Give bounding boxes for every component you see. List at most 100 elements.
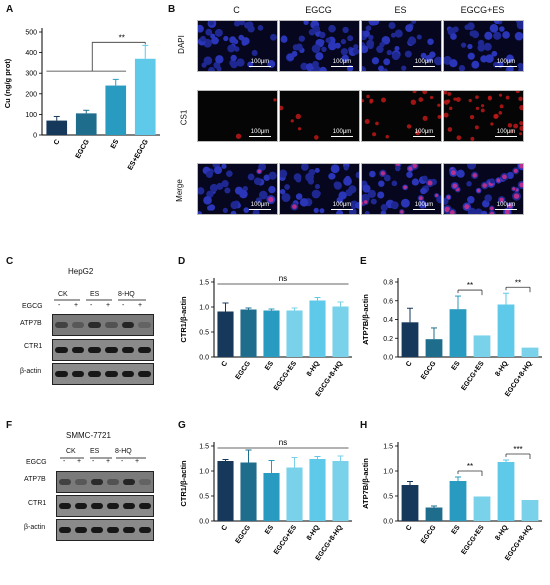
cs1-signal: [362, 99, 365, 103]
nucleus: [401, 65, 407, 71]
nucleus: [333, 181, 341, 188]
nucleus: [253, 177, 262, 186]
nucleus: [458, 65, 466, 71]
cs1-signal: [456, 135, 462, 141]
nucleus: [506, 54, 514, 63]
nucleus: [429, 51, 436, 58]
nucleus: [224, 187, 231, 194]
blot-band: [75, 527, 87, 533]
nucleus: [241, 40, 247, 46]
cs1-signal: [412, 164, 418, 169]
nucleus: [214, 28, 223, 37]
cs1-signal: [487, 95, 492, 100]
scale-bar: 100μm: [249, 59, 271, 67]
nucleus: [314, 167, 320, 173]
blot-strip: [56, 519, 154, 541]
micrograph-dots: [198, 21, 277, 71]
significance-label: **: [119, 33, 125, 42]
nucleus: [371, 57, 380, 65]
significance-label: ns: [279, 274, 287, 283]
cs1-signal: [364, 118, 370, 125]
scale-bar-line: [331, 66, 353, 67]
nucleus: [499, 26, 505, 32]
panel-label-a: A: [6, 4, 14, 15]
nucleus: [420, 187, 427, 195]
nucleus: [353, 44, 359, 50]
sign-4: +: [106, 458, 111, 465]
nucleus: [422, 175, 428, 182]
nucleus: [314, 184, 320, 190]
cs1-signal: [498, 93, 503, 97]
nucleus: [383, 58, 391, 66]
nucleus: [489, 178, 495, 184]
blot-band: [107, 503, 119, 509]
x-tick-label: ES+EGCG: [127, 138, 150, 171]
row-label-bactin: β-actin: [20, 368, 42, 375]
nucleus: [427, 38, 434, 45]
cs1-signal: [499, 104, 504, 109]
cs1-signal: [505, 95, 510, 100]
scale-bar: 100μm: [331, 202, 353, 210]
bar: [521, 500, 539, 521]
group-underlines: [60, 457, 146, 459]
nucleus: [407, 36, 417, 46]
nucleus: [493, 31, 502, 40]
cs1-signal: [366, 94, 370, 99]
cs1-signal: [504, 209, 510, 214]
blot-band: [139, 503, 151, 509]
y-tick-label: 400: [25, 50, 37, 57]
nucleus: [270, 33, 277, 41]
micrograph-dots: [444, 21, 523, 71]
blot-band: [55, 322, 68, 328]
y-tick-label: 1.0: [383, 469, 393, 476]
cs1-signal: [519, 121, 523, 126]
cs1-signal: [403, 185, 407, 190]
nucleus: [364, 210, 370, 214]
cs1-signal: [513, 168, 518, 173]
nucleus: [198, 187, 205, 195]
nucleus: [203, 56, 213, 65]
significance-label: **: [467, 462, 473, 471]
nucleus: [355, 171, 359, 179]
nucleus: [243, 207, 250, 214]
scale-bar-label: 100μm: [414, 59, 434, 65]
scale-bar: 100μm: [331, 59, 353, 67]
nucleus: [284, 184, 290, 190]
cs1-signal: [472, 173, 477, 178]
nucleus: [321, 46, 327, 53]
nucleus: [319, 31, 326, 39]
micrograph-dots: [444, 164, 523, 214]
cs1-signal: [482, 183, 487, 188]
nucleus: [391, 52, 400, 61]
x-tick-label: ES: [264, 524, 275, 536]
blot-band: [55, 371, 68, 377]
col-label-egcg-es: EGCG+ES: [460, 5, 505, 15]
sign-2: +: [77, 458, 82, 465]
sign-6: +: [135, 458, 140, 465]
scale-bar-label: 100μm: [414, 129, 434, 135]
blot-band: [59, 479, 71, 485]
scale-bar-label: 100μm: [496, 129, 516, 135]
nucleus: [303, 21, 309, 25]
cs1-signal: [455, 97, 461, 102]
nucleus: [328, 24, 336, 33]
cs1-signal: [470, 136, 475, 141]
nucleus: [491, 50, 498, 57]
scale-bar-label: 100μm: [332, 129, 352, 135]
nucleus: [251, 49, 258, 56]
bar: [332, 306, 349, 357]
micrograph-cs1-1: 100μm: [197, 90, 278, 142]
cs1-signal: [435, 193, 439, 198]
cs1-signal: [444, 206, 450, 213]
nucleus: [381, 36, 391, 45]
nucleus: [305, 63, 314, 71]
cs1-signal: [297, 127, 302, 131]
blot-band: [71, 347, 85, 353]
cs1-signal: [295, 113, 301, 120]
x-tick-label: 8-HQ: [494, 524, 510, 542]
cs1-signal: [513, 123, 519, 129]
sign-3: -: [92, 458, 95, 465]
nucleus: [347, 35, 354, 42]
blot-strip: [56, 471, 154, 493]
